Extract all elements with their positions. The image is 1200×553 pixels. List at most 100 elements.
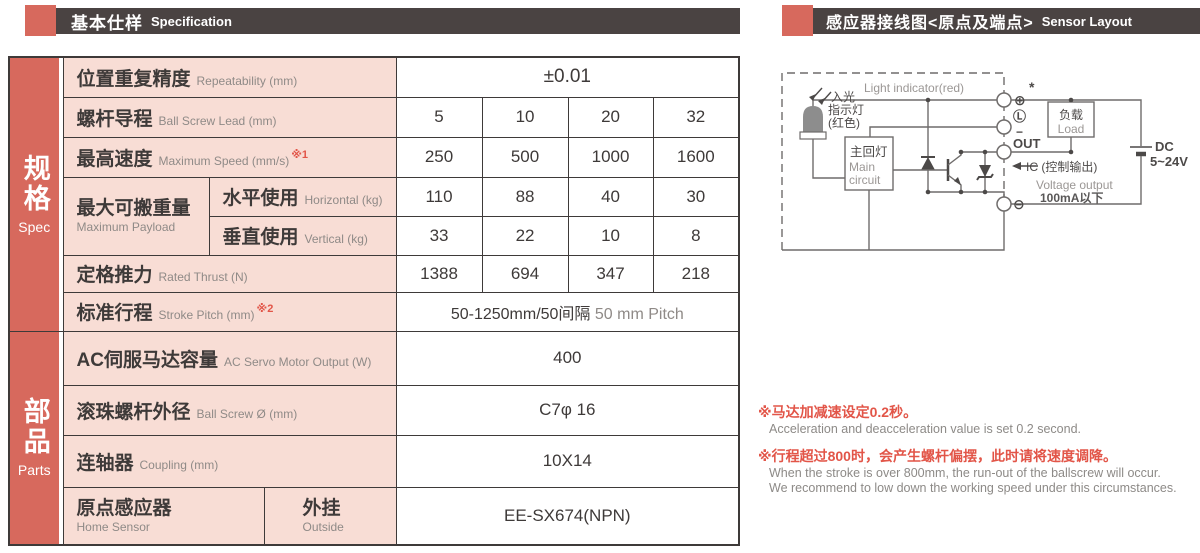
row-stroke-pitch: 标准行程 Stroke Pitch (mm) ※2 50-1250mm/50间隔 5… (9, 291, 740, 332)
value-cell: 250 (395, 136, 483, 178)
terminal-out (996, 144, 1012, 160)
value-repeatability: ±0.01 (395, 56, 740, 98)
label-stroke: 标准行程 Stroke Pitch (mm) ※2 (62, 291, 397, 332)
spec-header-en: Specification (151, 13, 232, 29)
label-screw-dia: 滚珠螺杆外径 Ball Screw Ø (mm) (62, 384, 397, 436)
value-cell: 32 (652, 96, 740, 138)
label-payload-group: 最大可搬重量 Maximum Payload (62, 176, 210, 256)
dc-label: DC (1155, 139, 1174, 154)
label-lead: 螺杆导程 Ball Screw Lead (mm) (62, 96, 397, 138)
value-cell: 33 (395, 215, 483, 256)
value-cell: 22 (481, 215, 569, 256)
label-motor: AC伺服马达容量 AC Servo Motor Output (W) (62, 330, 397, 386)
terminal-star-label: * (1029, 79, 1035, 95)
row-coupling: 连轴器 Coupling (mm) 10X14 (9, 434, 740, 488)
main-circuit-cn: 主回灯 (850, 145, 888, 159)
sidebar-spec-cn: 规格 (19, 153, 50, 214)
note-1-en: Acceleration and deacceleration value is… (769, 422, 1081, 436)
value-motor: 400 (395, 330, 740, 386)
note-ref-1: ※1 (291, 148, 309, 161)
current-limit-label: 100mA以下 (1040, 191, 1103, 205)
sensor-layout-header: 感应器接线图<原点及端点> Sensor Layout (782, 5, 1200, 36)
sidebar-spec-en: Spec (18, 218, 51, 235)
value-cell: 694 (481, 254, 569, 293)
led-icon (803, 106, 823, 132)
sensor-header-cn: 感应器接线图<原点及端点> (826, 15, 1034, 32)
row-payload-horizontal: 最大可搬重量 Maximum Payload 水平使用 Horizontal (kg… (9, 176, 740, 256)
value-cell: 500 (481, 136, 569, 178)
spec-section-header: 基本仕样 Specification (25, 5, 740, 36)
diode-icon (921, 157, 935, 170)
sensor-enclosure-dashed-box (781, 72, 1005, 250)
red-square-icon (25, 5, 56, 36)
indicator-label: 指示灯 (828, 102, 864, 117)
value-cell: 1600 (652, 136, 740, 178)
footnotes: ※马达加减速设定0.2秒。 Acceleration and deacceler… (758, 403, 1200, 506)
value-home-sensor: EE-SX674(NPN) (395, 486, 740, 546)
value-cell: 5 (395, 96, 483, 138)
label-outside: 外挂 Outside (263, 486, 397, 546)
voltage-output-label: Voltage output (1036, 178, 1113, 192)
row-home-sensor: 原点感应器 Home Sensor 外挂 Outside EE-SX674(NPN) (9, 486, 740, 546)
spec-header-cn: 基本仕样 (71, 13, 143, 33)
terminal-l-label: Ⓛ (1013, 109, 1026, 124)
value-cell: 1388 (395, 254, 483, 293)
note-ref-2: ※2 (256, 303, 274, 315)
spec-table: 规格 Spec 位置重复精度 Repeatability (mm) ±0.01 螺… (8, 56, 741, 546)
label-payload-horizontal: 水平使用 Horizontal (kg) (208, 176, 397, 217)
load-en: Load (1058, 122, 1085, 136)
main-circuit-en2: circuit (849, 173, 881, 187)
row-max-speed: 最高速度 Maximum Speed (mm/s) ※1 250 500 1000 … (9, 136, 740, 178)
row-rated-thrust: 定格推力 Rated Thrust (N) 1388 694 347 218 (9, 254, 740, 293)
sensor-wiring-diagram: Light indicator(red) 入光 指示灯 (红色) 主回灯 Mai… (781, 72, 1188, 251)
sidebar-section-spec: 规格 Spec (8, 56, 64, 332)
label-home-sensor: 原点感应器 Home Sensor (62, 486, 265, 546)
label-thrust: 定格推力 Rated Thrust (N) (62, 254, 397, 293)
label-speed: 最高速度 Maximum Speed (mm/s) ※1 (62, 136, 397, 178)
label-coupling: 连轴器 Coupling (mm) (62, 434, 397, 488)
value-cell: 20 (567, 96, 654, 138)
value-cell: 1000 (567, 136, 654, 178)
note-2-cn: ※行程超过800时，会产生螺杆偏摆，此时请将速度调降。 (758, 447, 1117, 464)
terminal-minus (996, 196, 1012, 212)
out-label: OUT (1013, 136, 1041, 151)
red-square-icon (782, 5, 813, 36)
indicator-color-label: (红色) (828, 115, 860, 130)
value-cell: 347 (567, 254, 654, 293)
sensor-header-en: Sensor Layout (1041, 13, 1132, 29)
main-circuit-box (844, 136, 894, 191)
dc-range-label: 5~24V (1150, 154, 1188, 169)
sidebar-parts-en: Parts (17, 462, 51, 479)
ic-label: IC (控制输出) (1026, 159, 1097, 174)
light-indicator-label: Light indicator(red) (864, 81, 964, 95)
label-payload-vertical: 垂直使用 Vertical (kg) (208, 215, 397, 256)
zener-diode-icon (979, 165, 991, 177)
value-stroke: 50-1250mm/50间隔 50 mm Pitch (395, 291, 740, 332)
note-1: ※马达加减速设定0.2秒。 Acceleration and deacceler… (758, 403, 1200, 438)
value-cell: 8 (652, 215, 740, 256)
terminal-minus-label: ⊖ (1013, 196, 1025, 212)
value-screw-dia: C7φ 16 (395, 384, 740, 436)
note-2-en2: We recommend to low down the working spe… (769, 481, 1177, 495)
value-cell: 30 (652, 176, 740, 217)
row-screw-diameter: 滚珠螺杆外径 Ball Screw Ø (mm) C7φ 16 (9, 384, 740, 436)
value-cell: 218 (652, 254, 740, 293)
value-cell: 40 (567, 176, 654, 217)
light-in-label: 入光 (831, 90, 855, 104)
sidebar-parts-cn: 部品 (19, 397, 50, 458)
terminal-l (996, 119, 1012, 135)
note-2-en1: When the stroke is over 800mm, the run-o… (769, 465, 1161, 480)
load-cn: 负载 (1059, 108, 1083, 122)
note-2: ※行程超过800时，会产生螺杆偏摆，此时请将速度调降。 When the str… (758, 447, 1200, 497)
terminal-plus-label: ⊕ (1014, 92, 1026, 108)
row-payload-vertical: 垂直使用 Vertical (kg) 33 22 10 8 (9, 215, 740, 256)
value-cell: 88 (481, 176, 569, 217)
main-circuit-en1: Main (849, 160, 875, 174)
value-cell: 110 (395, 176, 483, 217)
row-motor-output: 部品 Parts AC伺服马达容量 AC Servo Motor Output (… (8, 330, 740, 546)
terminal-plus (996, 92, 1012, 108)
note-1-cn: ※马达加减速设定0.2秒。 (758, 404, 918, 420)
value-cell: 10 (481, 96, 569, 138)
sidebar-section-parts: 部品 Parts (8, 330, 64, 546)
terminal-l-minus-label: − (1016, 125, 1023, 139)
